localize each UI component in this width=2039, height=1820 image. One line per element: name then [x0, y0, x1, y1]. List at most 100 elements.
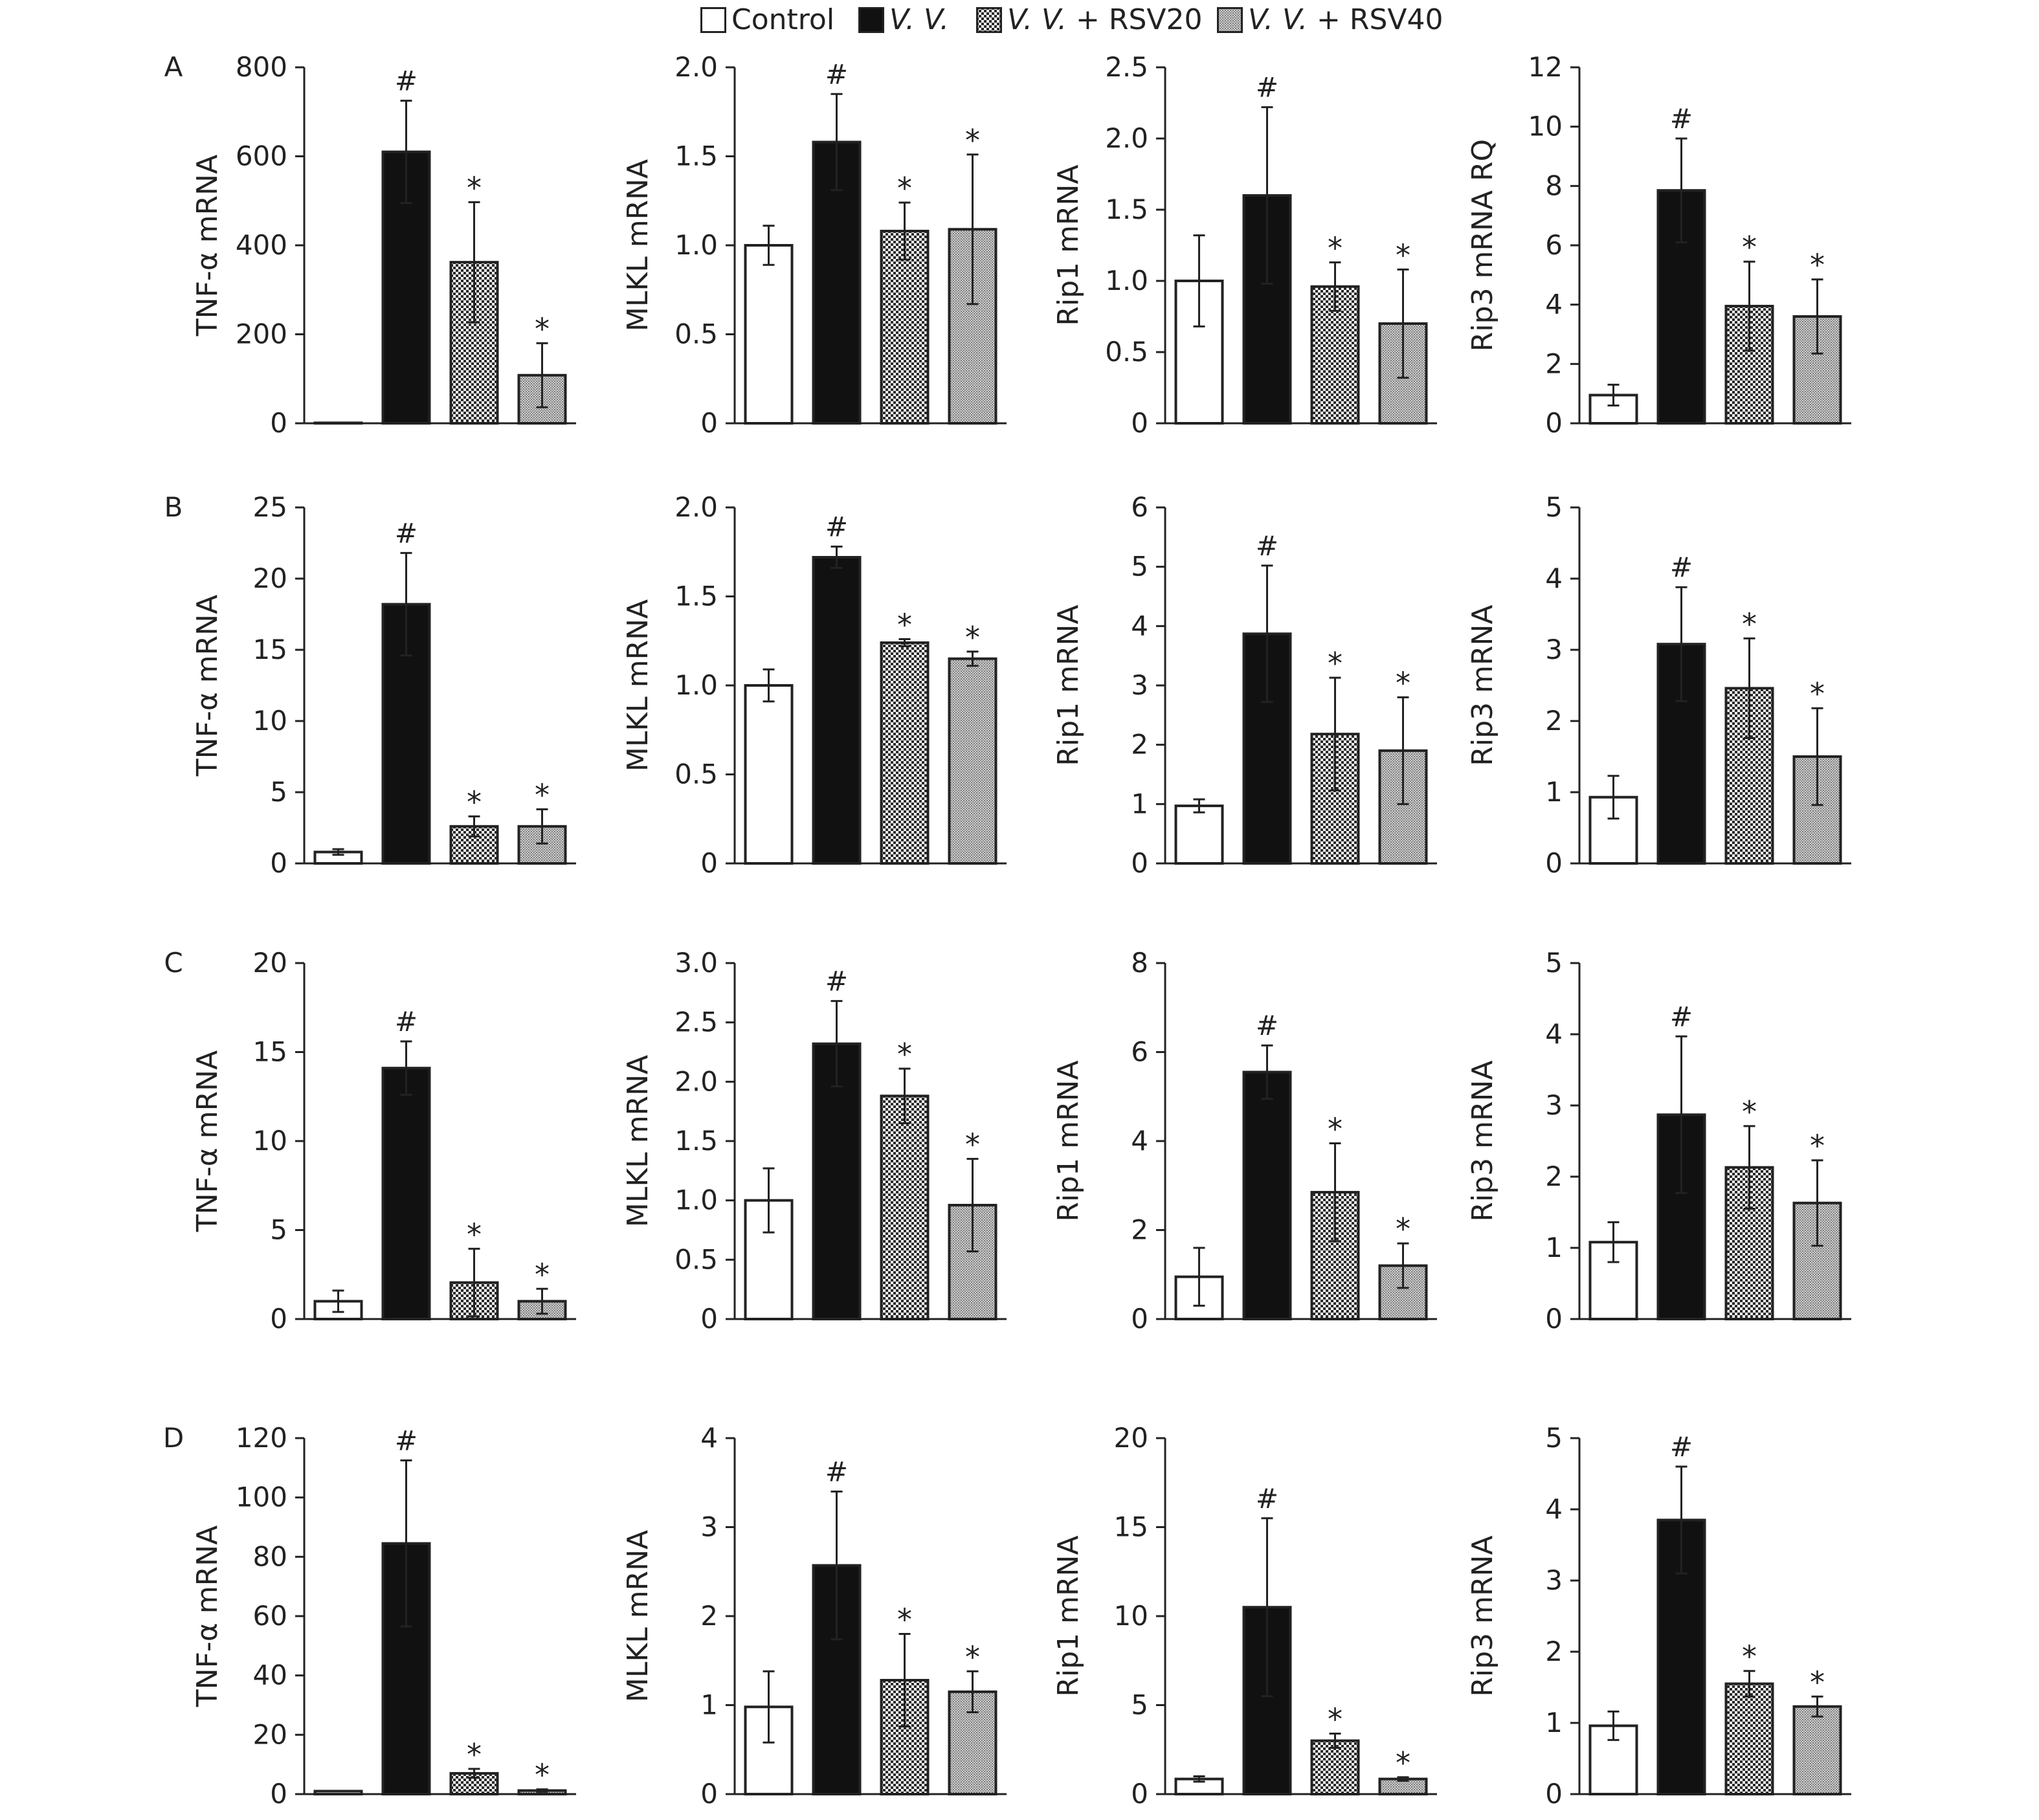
significance-star: * [1742, 230, 1757, 265]
y-tick-label: 0 [1131, 1778, 1148, 1810]
y-tick-label: 60 [253, 1600, 287, 1632]
y-tick-label: 5 [1131, 551, 1148, 583]
y-tick-label: 15 [253, 634, 287, 665]
y-tick-label: 4 [1545, 1493, 1563, 1525]
y-tick-label: 2.0 [674, 51, 718, 83]
y-tick-label: 2 [1131, 729, 1148, 760]
y-tick-label: 2 [1545, 1160, 1563, 1192]
panel-3-4: 0 1 2 3 4 5 Rip3 mRNA # * * [1466, 947, 1851, 1335]
y-tick-label: 4 [1545, 1018, 1563, 1050]
y-tick-label: 15 [1114, 1511, 1148, 1543]
y-tick-label: 5 [1545, 947, 1563, 979]
panel-2-4: 0 1 2 3 4 5 Rip3 mRNA # * * [1466, 491, 1851, 879]
y-tick-label: 600 [236, 140, 287, 172]
y-tick-label: 10 [253, 705, 287, 737]
y-tick-label: 2.0 [674, 491, 718, 523]
y-tick-label: 0 [1545, 407, 1563, 439]
y-tick-label: 0 [270, 1778, 287, 1810]
significance-hash: # [1256, 530, 1278, 562]
y-tick-label: 0 [700, 1778, 718, 1810]
y-tick-label: 5 [270, 776, 287, 808]
significance-hash: # [1670, 1431, 1693, 1463]
y-tick-label: 3 [1545, 1089, 1563, 1121]
y-axis-label: Rip1 mRNA [1052, 605, 1085, 766]
y-tick-label: 0 [1131, 407, 1148, 439]
y-axis-label: Rip3 mRNA [1466, 605, 1499, 766]
panel-4-3: 0 5 10 15 20 Rip1 mRNA # * * [1052, 1422, 1437, 1810]
significance-star: * [467, 1217, 482, 1252]
bar-control [313, 1790, 363, 1796]
y-tick-label: 0 [1545, 1303, 1563, 1335]
y-tick-label: 0 [270, 1303, 287, 1335]
bar-rsv40 [1792, 1705, 1842, 1795]
y-tick-label: 1.0 [674, 669, 718, 701]
bar-rsv20 [880, 641, 930, 865]
significance-hash: # [395, 517, 418, 549]
y-tick-label: 10 [1114, 1600, 1148, 1632]
y-tick-label: 1.0 [1105, 265, 1148, 296]
y-tick-label: 20 [253, 562, 287, 594]
y-tick-label: 1.5 [674, 581, 718, 612]
significance-star: * [1328, 230, 1343, 265]
significance-star: * [1742, 1639, 1757, 1674]
y-tick-label: 12 [1528, 51, 1563, 83]
legend-label-rsv20-suffix: + RSV20 [1067, 3, 1203, 36]
legend-label-vv-italic: V. V. [889, 3, 950, 36]
panel-1-1: 0 200 400 600 800 TNF-α mRNA A # * * [164, 51, 576, 439]
bar-rsv20 [1310, 1739, 1360, 1795]
legend-label-rsv20-italic: V. V. [1007, 3, 1067, 36]
significance-hash: # [1256, 1483, 1278, 1515]
significance-hash: # [1670, 103, 1693, 135]
bar-vv [381, 1067, 431, 1320]
y-tick-label: 6 [1131, 1036, 1148, 1068]
significance-star: * [965, 1639, 980, 1674]
significance-star: * [1810, 248, 1825, 283]
bar-rsv40 [948, 657, 997, 865]
significance-star: * [1328, 646, 1343, 681]
y-tick-label: 1.5 [674, 1125, 718, 1157]
significance-star: * [535, 777, 550, 812]
y-tick-label: 0 [1545, 847, 1563, 879]
legend-item-control: Control [700, 4, 834, 36]
y-tick-label: 2 [700, 1600, 718, 1632]
significance-star: * [965, 123, 980, 158]
panel-1-3: 0 0.5 1.0 1.5 2.0 2.5 Rip1 mRNA # * * [1052, 51, 1437, 439]
panel-row-letter: C [164, 947, 183, 979]
significance-star: * [535, 311, 550, 346]
significance-star: * [1396, 1746, 1410, 1781]
bar-rsv20 [449, 1771, 499, 1796]
significance-star: * [467, 1737, 482, 1772]
y-tick-label: 0.5 [1105, 336, 1148, 368]
y-tick-label: 2.5 [674, 1006, 718, 1038]
bar-vv [812, 1042, 862, 1320]
significance-hash: # [1256, 72, 1278, 104]
y-tick-label: 4 [1131, 1125, 1148, 1157]
legend: Control V. V. V. V. + RSV20 V. V. + RSV4… [0, 0, 2039, 45]
significance-star: * [535, 1758, 550, 1793]
y-tick-label: 5 [1131, 1689, 1148, 1721]
y-tick-label: 120 [236, 1422, 287, 1454]
panel-row-letter: A [164, 51, 183, 83]
y-axis-label: MLKL mRNA [621, 1530, 654, 1702]
y-tick-label: 6 [1545, 229, 1563, 261]
panel-4-1: 0 20 40 60 80 100 120 TNF-α mRNA D # * * [163, 1422, 576, 1810]
y-axis-label: Rip3 mRNA RQ [1466, 139, 1499, 351]
significance-hash: # [395, 65, 418, 97]
significance-hash: # [825, 966, 848, 997]
y-tick-label: 4 [1545, 562, 1563, 594]
y-tick-label: 40 [253, 1659, 287, 1691]
panel-4-2: 0 1 2 3 4 MLKL mRNA # * * [621, 1422, 1007, 1810]
legend-item-rsv20: V. V. + RSV20 [976, 4, 1203, 36]
y-tick-label: 2.5 [1105, 51, 1148, 83]
significance-hash: # [395, 1006, 418, 1038]
panel-3-2: 0 0.5 1.0 1.5 2.0 2.5 3.0 MLKL mRNA # * * [621, 947, 1007, 1335]
y-tick-label: 1.5 [674, 140, 718, 172]
y-tick-label: 0.5 [674, 318, 718, 350]
legend-swatch-control [700, 7, 726, 33]
y-tick-label: 5 [1545, 491, 1563, 523]
legend-label-rsv20: V. V. + RSV20 [1007, 4, 1203, 36]
panel-3-3: 0 2 4 6 8 Rip1 mRNA # * * [1052, 947, 1437, 1335]
bar-control [744, 244, 794, 425]
legend-item-vv: V. V. [858, 4, 949, 36]
